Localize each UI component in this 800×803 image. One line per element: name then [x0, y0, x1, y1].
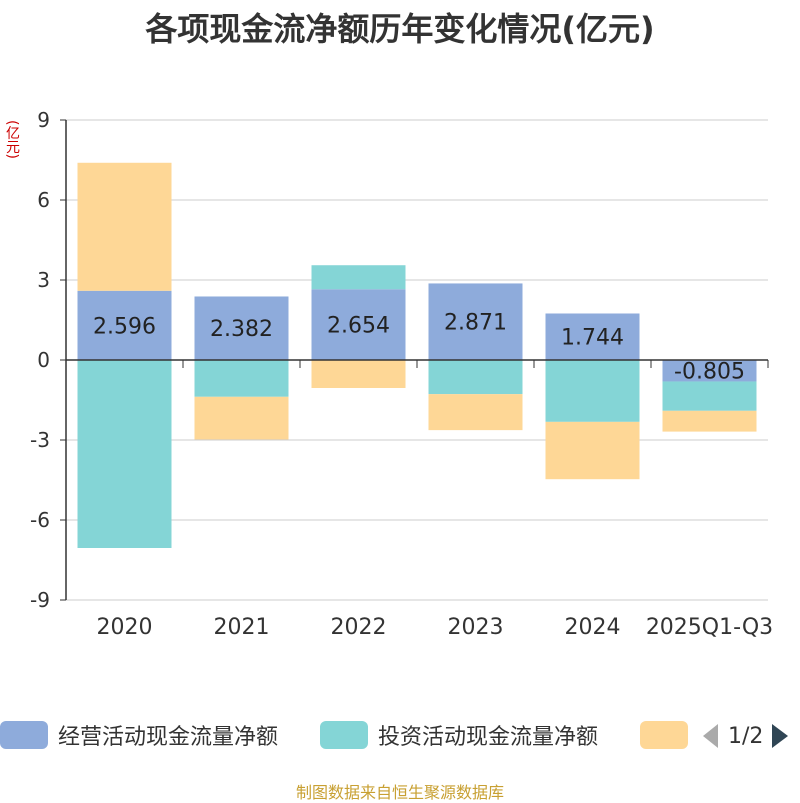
bar-series0-2[interactable] [311, 289, 406, 360]
bar-series0-5[interactable] [662, 360, 757, 382]
bar-series1-1[interactable] [194, 360, 289, 397]
legend-item-financing[interactable] [640, 720, 698, 750]
chart-title: 各项现金流净额历年变化情况(亿元) [145, 10, 655, 48]
y-tick-label-6: -9 [30, 588, 50, 612]
legend-pager: 1/2 [700, 716, 791, 756]
bar-series1-0[interactable] [77, 360, 172, 548]
legend-item-investing[interactable]: 投资活动现金流量净额 [320, 720, 598, 750]
y-tick-label-1: 6 [37, 188, 50, 212]
source-footer: 制图数据来自恒生聚源数据库 [295, 783, 504, 802]
x-tick-label-3: 2023 [448, 615, 504, 640]
bar-series2-1[interactable] [194, 396, 289, 440]
chart-area: 9 6 3 0 -3 -6 -9 2020 2021 2022 2023 2024 2025Q1-Q3 2… [30, 108, 773, 640]
bar-series1-5[interactable] [662, 381, 757, 411]
bar-series2-0[interactable] [77, 162, 172, 291]
bar-series2-3[interactable] [428, 394, 523, 431]
data-label-4: 1.744 [561, 326, 624, 351]
y-axis-unit: (亿元) [4, 120, 20, 159]
bar-series1-2[interactable] [311, 265, 406, 290]
legend: 经营活动现金流量净额 投资活动现金流量净额 1/2 [0, 716, 800, 756]
x-tick-label-4: 2024 [565, 615, 621, 640]
data-label-1: 2.382 [210, 317, 273, 342]
legend-swatch-financing [640, 721, 688, 749]
bar-series2-4[interactable] [545, 421, 640, 480]
triangle-right-icon[interactable] [769, 721, 791, 751]
bar-series0-0[interactable] [77, 290, 172, 360]
y-tick-label-5: -6 [30, 508, 50, 532]
x-tick-label-2: 2022 [331, 615, 387, 640]
legend-swatch-operating [0, 721, 48, 749]
x-tick-label-5: 2025Q1-Q3 [646, 615, 773, 640]
x-tick-label-1: 2021 [214, 615, 270, 640]
data-label-5: -0.805 [674, 360, 745, 385]
legend-label-investing: 投资活动现金流量净额 [378, 725, 599, 750]
legend-label-operating: 经营活动现金流量净额 [58, 725, 279, 750]
data-label-2: 2.654 [327, 314, 390, 339]
bar-series0-4[interactable] [545, 313, 640, 360]
x-tick-label-0: 2020 [97, 615, 153, 640]
y-tick-label-3: 0 [37, 348, 50, 372]
y-tick-label-4: -3 [30, 428, 50, 452]
bar-series0-3[interactable] [428, 283, 523, 360]
y-tick-label-0: 9 [37, 108, 50, 132]
y-tick-label-2: 3 [37, 268, 50, 292]
data-label-0: 2.596 [93, 314, 156, 339]
legend-item-operating[interactable]: 经营活动现金流量净额 [0, 720, 278, 750]
legend-page-indicator: 1/2 [728, 723, 764, 749]
bar-series2-5[interactable] [662, 410, 757, 432]
triangle-left-icon[interactable] [700, 721, 722, 751]
data-label-3: 2.871 [444, 311, 507, 336]
bar-series2-2[interactable] [311, 360, 406, 388]
legend-swatch-investing [320, 721, 368, 749]
bar-series0-1[interactable] [194, 296, 289, 360]
bar-series1-4[interactable] [545, 360, 640, 422]
bar-series1-3[interactable] [428, 360, 523, 395]
